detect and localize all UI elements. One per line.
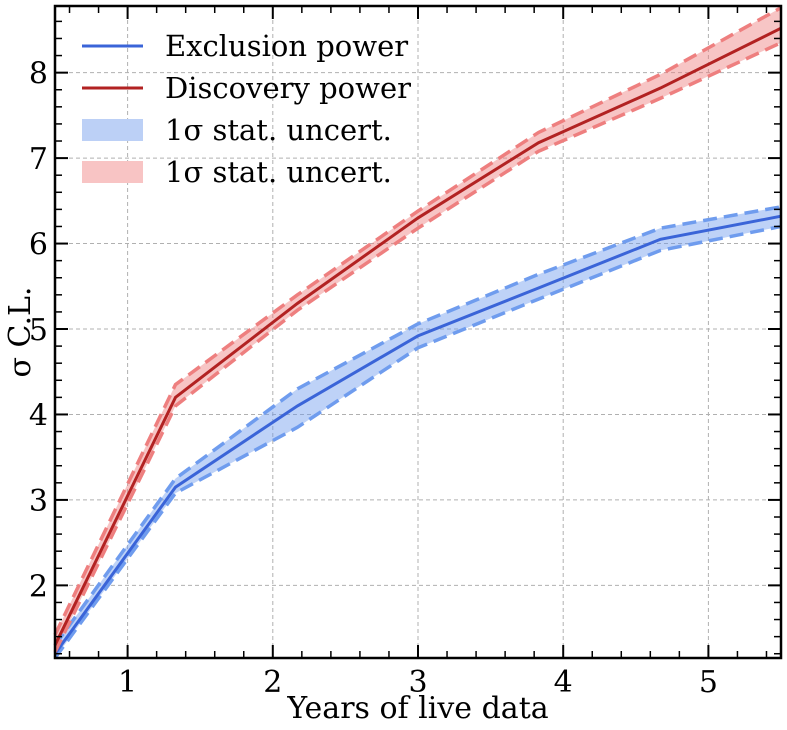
- series-lines: [53, 6, 782, 660]
- y-tick-label: 2: [29, 569, 48, 604]
- legend-swatch: [82, 161, 143, 183]
- series-line-1: [53, 26, 782, 646]
- legend-label: Discovery power: [165, 71, 411, 105]
- grid: [55, 6, 781, 658]
- uncertainty-bands: [55, 7, 781, 659]
- plot-frame: [53, 4, 783, 660]
- legend-label: 1σ stat. uncert.: [165, 155, 392, 189]
- x-tick-label: 4: [554, 665, 573, 700]
- y-tick-label: 5: [29, 313, 48, 348]
- x-tick-label: 1: [118, 665, 137, 700]
- y-tick-label: 8: [29, 57, 48, 92]
- band-edge-lower-1: [53, 41, 782, 653]
- x-tick-label: 2: [263, 665, 282, 700]
- legend-label: 1σ stat. uncert.: [165, 113, 392, 147]
- legend-swatch: [82, 119, 143, 141]
- band-edge-lower-0: [53, 224, 782, 660]
- y-tick-label: 3: [29, 484, 48, 519]
- series-line-0: [53, 214, 782, 655]
- legend: Exclusion power Discovery power 1σ stat. u…: [82, 29, 411, 189]
- x-tick-label: 3: [408, 665, 427, 700]
- uncertainty-band-1: [55, 7, 781, 653]
- band-edge-upper-1: [53, 6, 782, 636]
- x-axis-label: Years of live data: [286, 691, 548, 726]
- legend-label: Exclusion power: [165, 29, 408, 63]
- y-axis-label: σ C.L.: [3, 287, 38, 378]
- y-tick-label: 4: [29, 398, 48, 433]
- tick-labels: 1 2 3 4 5 2 3 4 5 6 7 8: [29, 57, 718, 700]
- band-edge-upper-0: [53, 205, 782, 647]
- x-tick-label: 5: [699, 665, 718, 700]
- y-tick-label: 6: [29, 228, 48, 263]
- y-tick-label: 7: [29, 142, 48, 177]
